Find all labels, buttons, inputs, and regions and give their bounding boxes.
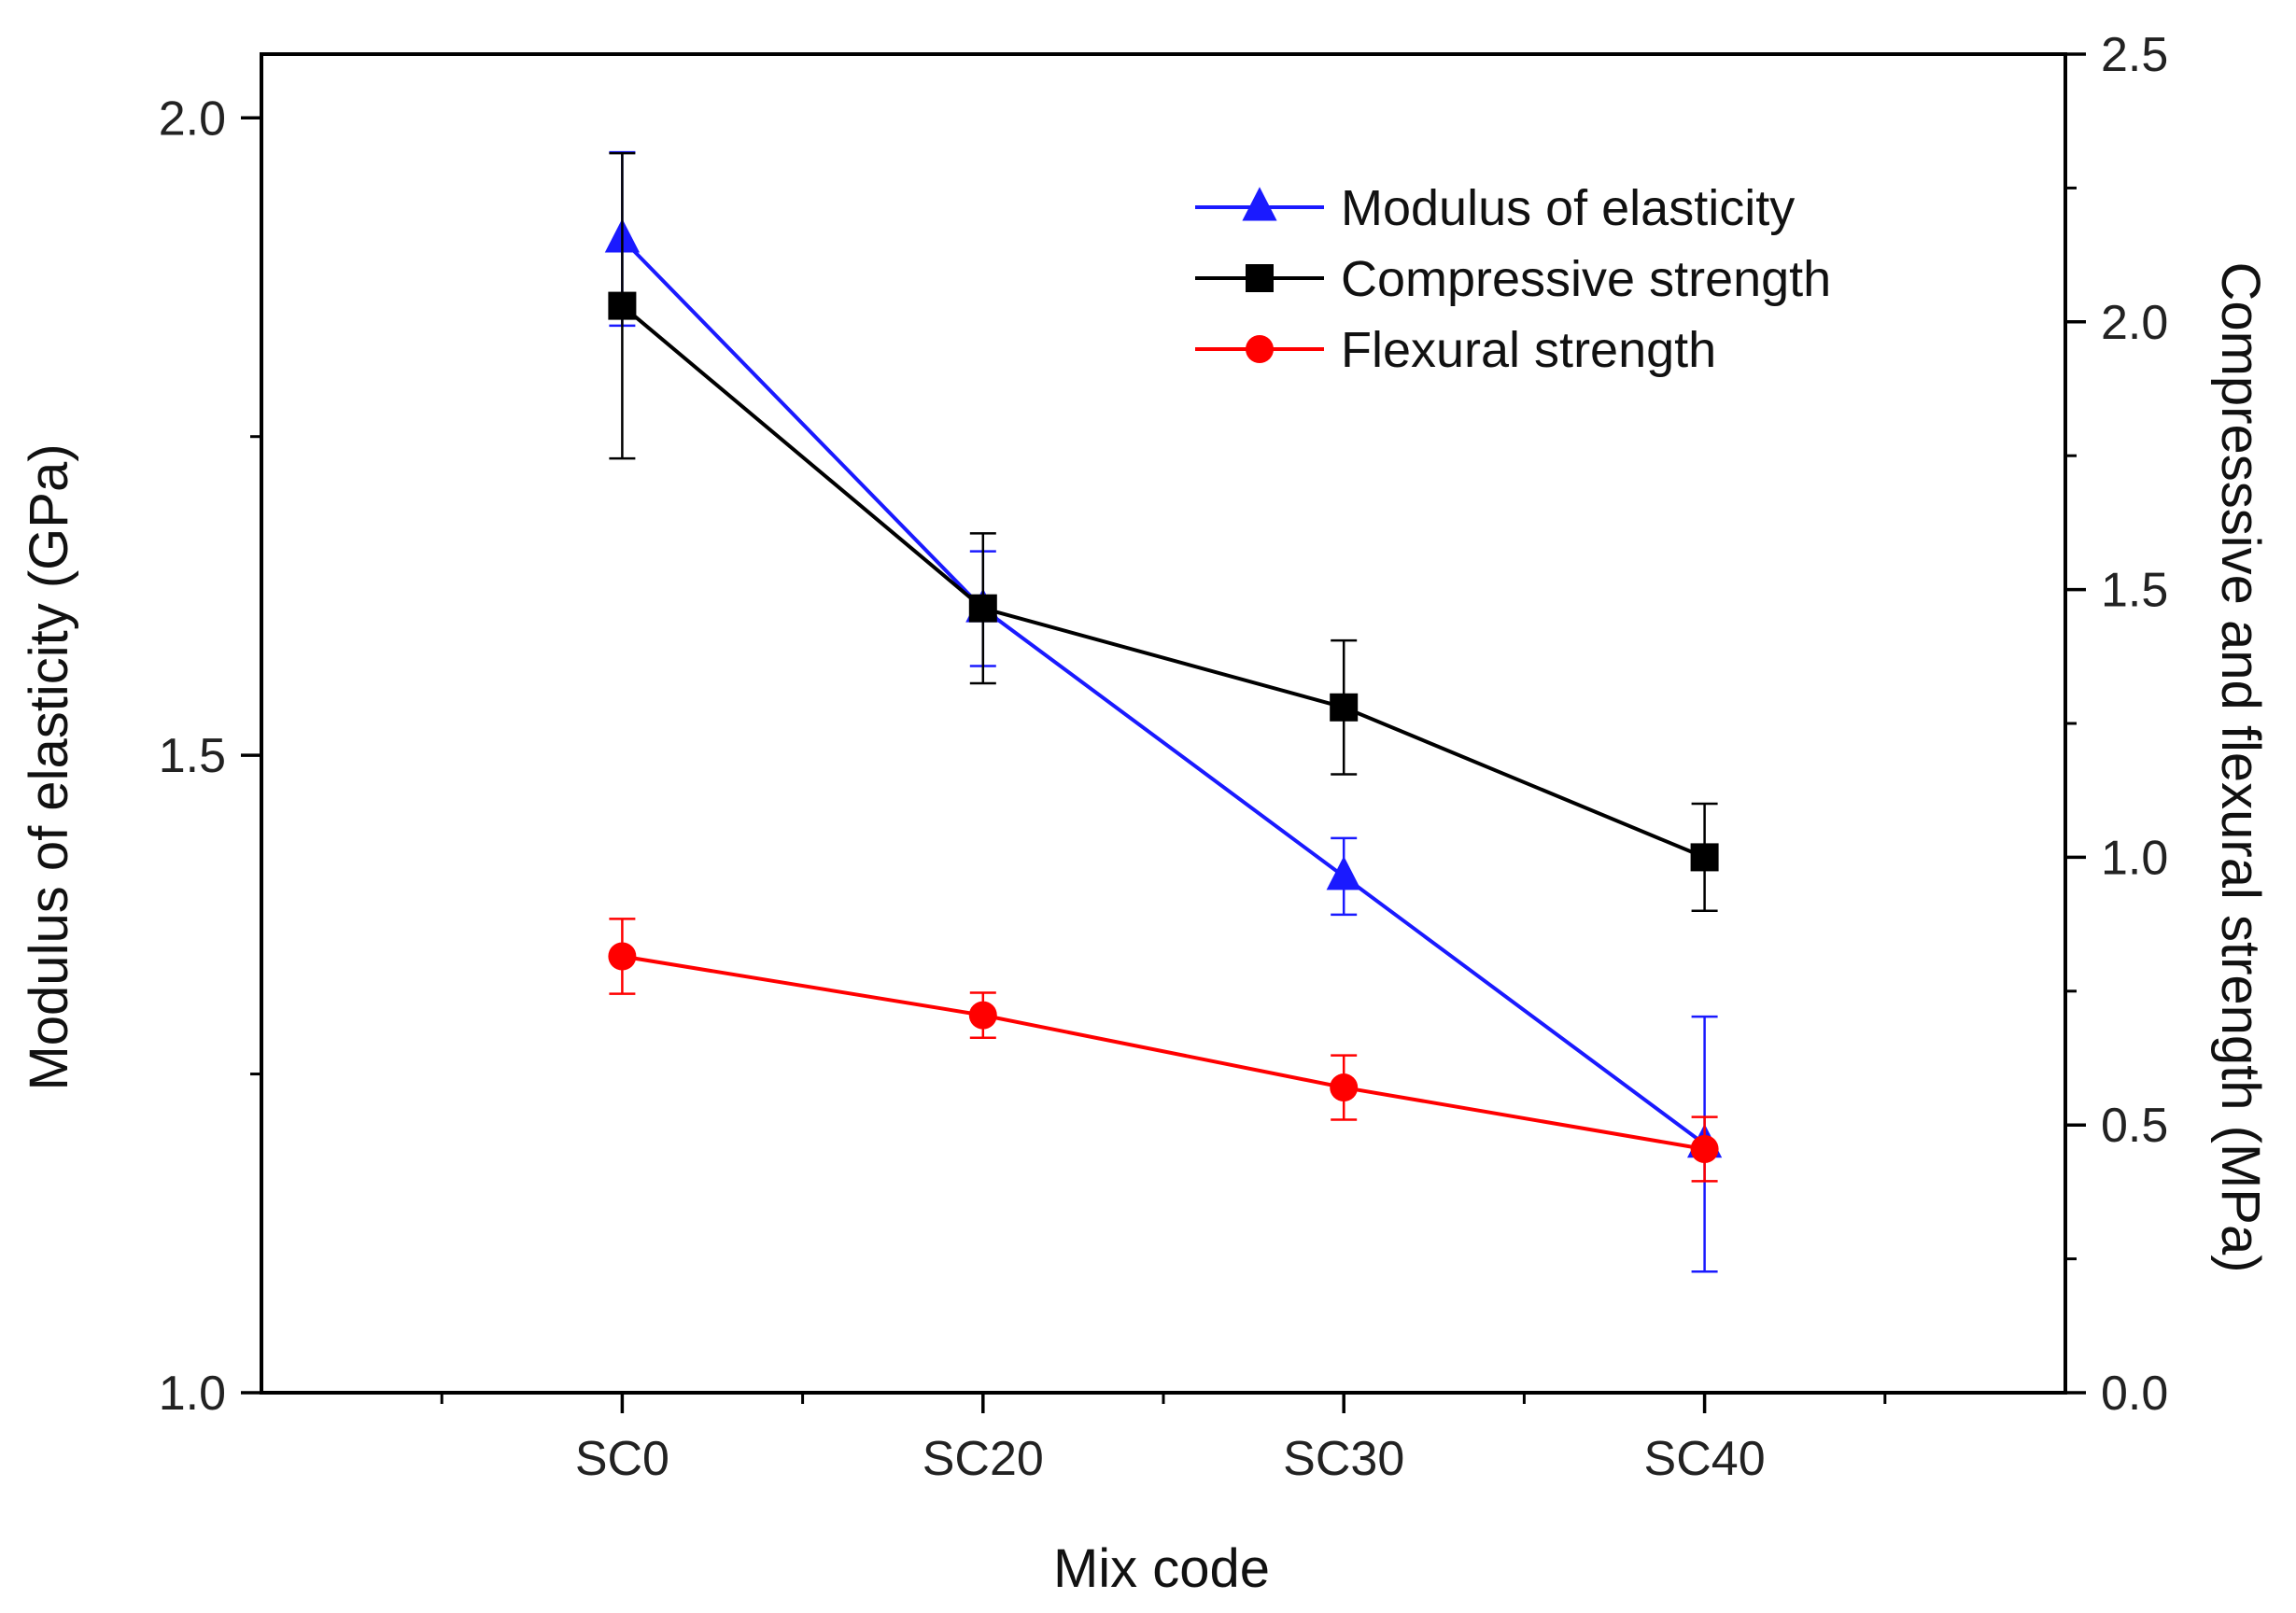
data-point <box>1326 856 1361 891</box>
x-tick-label: SC20 <box>923 1432 1044 1486</box>
right-y-axis-title: Compresssive and flexural strength (MPa) <box>2210 261 2271 1272</box>
x-axis-title: Mix code <box>1053 1538 1270 1599</box>
right-tick-label: 0.5 <box>2101 1099 2168 1153</box>
x-tick-label: SC30 <box>1283 1432 1404 1486</box>
left-y-axis: 1.0 1.5 2.0 <box>159 91 261 1421</box>
right-y-axis: 0.0 0.5 1.0 1.5 2.0 2.5 <box>2065 28 2168 1421</box>
data-point <box>1330 693 1359 722</box>
legend-label: Flexural strength <box>1341 322 1716 378</box>
right-tick-label: 1.5 <box>2101 564 2168 618</box>
series-line <box>621 304 1706 860</box>
right-tick-label: 2.0 <box>2101 296 2168 350</box>
series-layer <box>604 150 1723 1273</box>
legend-marker <box>1242 187 1277 221</box>
legend-marker <box>1246 335 1274 363</box>
data-point <box>968 594 997 623</box>
x-axis: SC0 SC20 SC30 SC40 <box>440 1393 1887 1486</box>
legend: Modulus of elasticity Compressive strengt… <box>1195 180 1831 378</box>
x-tick-label: SC40 <box>1644 1432 1766 1486</box>
left-tick-label: 1.0 <box>159 1367 226 1421</box>
series-compressive-strength <box>608 151 1719 913</box>
series-flexural-strength <box>608 918 1719 1183</box>
legend-label: Modulus of elasticity <box>1341 180 1795 236</box>
data-point <box>1690 1135 1719 1164</box>
data-point <box>608 291 637 320</box>
legend-marker <box>1246 264 1274 292</box>
left-y-axis-title: Modulus of elasticity (GPa) <box>19 443 79 1090</box>
left-tick-label: 1.5 <box>159 729 226 783</box>
left-tick-label: 2.0 <box>159 91 226 146</box>
data-point <box>1690 843 1719 872</box>
right-tick-label: 1.0 <box>2101 831 2168 885</box>
right-tick-label: 0.0 <box>2101 1367 2168 1421</box>
series-line <box>622 954 1705 1151</box>
data-point <box>968 1001 997 1030</box>
x-tick-label: SC0 <box>575 1432 669 1486</box>
legend-label: Compressive strength <box>1341 251 1831 307</box>
right-tick-label: 2.5 <box>2101 28 2168 82</box>
series-line <box>620 237 1706 1146</box>
series-modulus-of-elasticity <box>604 150 1723 1273</box>
data-point <box>608 942 637 971</box>
data-point <box>1330 1073 1359 1102</box>
